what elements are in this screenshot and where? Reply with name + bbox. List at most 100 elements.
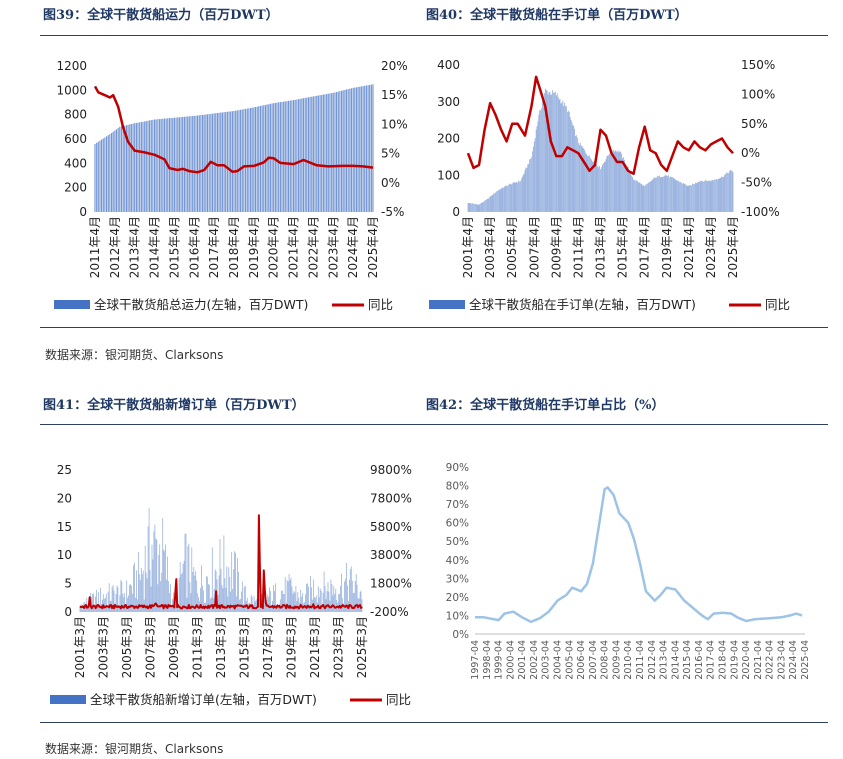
bar [635,180,636,212]
bar [180,117,182,212]
bar [153,531,155,612]
bar [664,175,666,212]
bar [99,604,100,612]
bar [122,126,124,212]
bar [576,135,577,212]
bar [193,115,195,212]
bar [344,581,345,612]
bar [235,110,237,212]
bar [468,202,470,212]
bar [626,166,628,212]
bar [498,190,499,212]
bar [168,118,171,212]
bar [155,119,157,212]
bar [362,86,364,212]
bar [364,85,366,212]
bar [630,172,632,212]
x-axis-tick: 2013年4月 [128,216,142,278]
x-axis-tick: 2025年4月 [726,216,740,278]
bar [311,96,313,212]
bar [675,180,677,212]
bar [256,598,258,612]
bar [586,154,588,212]
bar [618,152,620,212]
bar [574,129,576,212]
bar [322,592,324,612]
bar [149,570,151,612]
x-axis-tick: 2005年3月 [120,616,134,678]
bar [182,116,184,212]
bar [177,603,179,612]
bar [208,584,210,612]
bar [531,157,532,212]
bar [685,185,687,212]
bar [688,185,690,212]
bar [723,176,725,212]
bar [298,597,300,612]
bar [580,145,582,212]
bar [160,581,162,612]
bar [347,89,349,212]
bar [96,142,98,212]
bar [337,91,339,212]
bar [521,178,522,212]
bar [517,182,519,212]
bar [355,87,358,212]
bar [527,164,529,212]
bar [625,163,626,212]
bar [109,134,111,212]
bar [612,150,613,212]
bar [243,586,245,612]
bar [324,94,326,212]
bar [693,183,694,212]
bar [499,189,501,212]
left-axis-tick: 1000 [56,83,87,97]
bar [102,594,104,612]
bar [491,195,493,212]
bar [321,605,323,612]
x-axis-tick: 2018-04 [718,640,729,680]
bar [665,175,667,212]
bar [102,138,104,212]
bar [486,199,487,212]
bar [190,116,192,212]
bar [548,92,550,212]
chart-title-fig42: 图42：全球干散货船在手订单占比（%） [426,398,665,413]
bar [490,196,492,212]
bar [513,182,515,212]
bar [288,573,290,612]
bar [183,116,185,212]
bar [254,601,256,612]
bar [141,574,143,612]
bar [240,109,242,212]
bar [179,561,181,612]
bar [596,164,598,212]
bar [660,177,662,212]
bar [167,556,168,612]
bar [274,591,275,612]
bar [139,580,141,612]
bar [183,561,185,612]
bar [213,588,215,612]
bar [215,113,217,212]
bar [550,94,552,212]
bar [528,164,530,212]
bar [695,182,696,212]
bar [342,90,344,212]
bar [718,179,719,212]
bar [360,86,362,212]
bar [135,122,137,212]
x-axis-tick: 2016-04 [694,640,705,680]
bar [655,177,657,212]
bar [112,131,114,212]
bar [307,583,308,612]
bar [571,122,573,212]
bar [716,179,717,212]
x-axis-tick: 2023年4月 [326,216,340,278]
bar [692,183,693,212]
x-axis-tick: 2014-04 [670,640,681,680]
x-axis-tick: 2003-04 [541,640,552,680]
bar [261,593,263,612]
bar [345,89,348,212]
bar [690,185,692,212]
